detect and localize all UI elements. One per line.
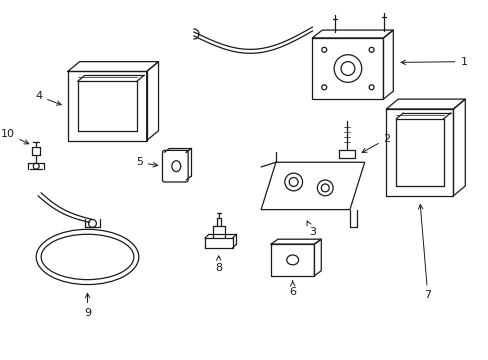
Text: 4: 4 (35, 91, 61, 105)
Text: 7: 7 (418, 204, 430, 301)
Text: 1: 1 (400, 57, 467, 67)
Text: 9: 9 (84, 293, 91, 318)
Text: 10: 10 (0, 129, 29, 144)
Text: 2: 2 (362, 134, 390, 153)
Text: 6: 6 (288, 281, 296, 297)
Text: 8: 8 (215, 256, 222, 273)
Text: 5: 5 (136, 157, 157, 167)
Text: 3: 3 (306, 221, 315, 237)
